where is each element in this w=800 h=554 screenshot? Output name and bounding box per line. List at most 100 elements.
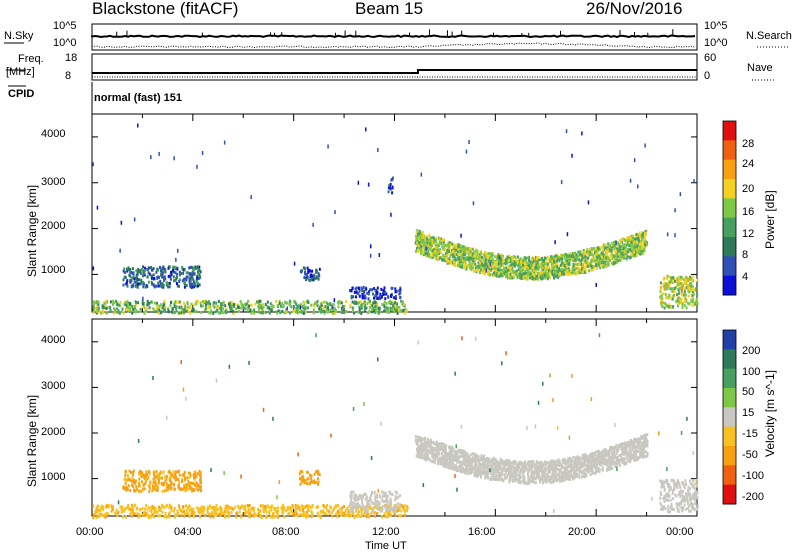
- power-data-cell: [575, 266, 578, 270]
- velocity-data-cell: [464, 463, 467, 467]
- power-data-cell: [259, 311, 262, 315]
- power-data-cell: [507, 259, 510, 263]
- power-data-cell: [119, 301, 122, 304]
- velocity-data-cell: [394, 495, 397, 499]
- power-data-cell: [501, 268, 504, 272]
- power-data-cell: [375, 295, 378, 299]
- power-data-cell: [553, 265, 556, 269]
- power-data-cell: [510, 265, 513, 269]
- power-data-cell: [541, 262, 544, 266]
- velocity-data-cell: [383, 512, 386, 516]
- power-data-cell: [325, 300, 328, 304]
- velocity-data-cell: [376, 512, 379, 516]
- power-data-cell: [434, 250, 437, 253]
- power-data-cell: [462, 248, 465, 251]
- velocity-ytick-2000: 2000: [41, 426, 66, 438]
- power-data-cell: [288, 303, 291, 307]
- power-data-cell: [520, 263, 523, 267]
- power-data-cell: [391, 176, 394, 180]
- power-data-cell: [171, 307, 174, 311]
- power-data-cell: [523, 265, 526, 269]
- velocity-data-cell: [274, 515, 277, 519]
- power-data-cell: [343, 304, 346, 308]
- power-data-cell: [532, 276, 534, 280]
- power-data-cell: [299, 269, 302, 273]
- power-data-cell: [95, 311, 98, 315]
- power-sparse-point: [498, 255, 501, 260]
- velocity-data-cell: [265, 515, 268, 519]
- power-data-cell: [130, 285, 133, 289]
- power-cbar-label: Power [dB]: [763, 190, 777, 249]
- power-data-cell: [389, 306, 392, 310]
- power-data-cell: [153, 277, 155, 281]
- power-data-cell: [336, 301, 339, 304]
- velocity-data-cell: [315, 506, 318, 510]
- velocity-data-cell: [167, 515, 170, 518]
- power-panel-frame: [91, 113, 698, 313]
- velocity-data-cell: [230, 506, 232, 510]
- velocity-data-cell: [406, 505, 409, 509]
- velocity-data-cell: [402, 506, 405, 510]
- velocity-data-cell: [338, 511, 341, 515]
- power-data-cell: [130, 279, 133, 283]
- power-data-cell: [501, 270, 504, 274]
- velocity-data-cell: [172, 509, 175, 513]
- power-data-cell: [680, 282, 683, 285]
- power-data-cell: [222, 307, 224, 311]
- power-data-cell: [156, 275, 159, 279]
- velocity-data-cell: [157, 475, 160, 479]
- power-data-cell: [131, 304, 134, 308]
- power-data-cell: [470, 247, 473, 251]
- power-data-cell: [500, 273, 503, 277]
- velocity-data-cell: [238, 510, 241, 514]
- velocity-data-cell: [317, 477, 319, 481]
- velocity-data-cell: [337, 503, 340, 507]
- velocity-data-cell: [204, 513, 207, 517]
- power-data-cell: [641, 250, 644, 254]
- power-data-cell: [250, 311, 253, 315]
- power-data-cell: [511, 269, 514, 273]
- power-data-cell: [195, 310, 198, 313]
- power-data-cell: [160, 273, 163, 277]
- power-data-cell: [454, 243, 457, 247]
- velocity-data-cell: [187, 506, 189, 510]
- velocity-data-cell: [386, 512, 389, 516]
- velocity-data-cell: [110, 504, 113, 508]
- velocity-data-cell: [151, 513, 154, 517]
- power-data-cell: [526, 266, 529, 270]
- velocity-data-cell: [352, 501, 355, 505]
- power-data-cell: [438, 240, 441, 244]
- power-data-cell: [195, 302, 198, 306]
- velocity-data-cell: [170, 505, 173, 509]
- power-data-cell: [660, 301, 663, 305]
- power-data-cell: [373, 300, 376, 304]
- velocity-data-cell: [121, 509, 123, 513]
- power-data-cell: [395, 289, 398, 293]
- power-data-cell: [316, 299, 319, 303]
- velocity-data-cell: [195, 481, 198, 485]
- power-data-cell: [142, 305, 145, 309]
- power-data-cell: [481, 271, 484, 275]
- power-data-cell: [189, 285, 192, 289]
- power-data-cell: [567, 267, 570, 271]
- power-data-cell: [367, 297, 370, 301]
- power-sparse-point: [566, 232, 569, 237]
- velocity-data-cell: [302, 512, 305, 516]
- velocity-data-cell: [395, 496, 398, 500]
- power-data-cell: [115, 299, 117, 303]
- power-data-cell: [518, 272, 521, 276]
- power-data-cell: [680, 291, 683, 295]
- power-data-cell: [671, 289, 674, 293]
- velocity-data-cell: [367, 501, 370, 505]
- velocity-data-cell: [332, 508, 335, 512]
- power-data-cell: [137, 270, 140, 274]
- velocity-data-cell: [385, 498, 388, 502]
- power-data-cell: [633, 245, 636, 249]
- power-data-cell: [434, 243, 437, 247]
- power-sparse-point: [177, 248, 179, 253]
- velocity-data-cell: [281, 506, 284, 510]
- power-data-cell: [689, 275, 691, 279]
- vel-cb-neg200: -200: [742, 491, 765, 503]
- power-data-cell: [578, 269, 581, 273]
- velocity-data-cell: [376, 507, 379, 511]
